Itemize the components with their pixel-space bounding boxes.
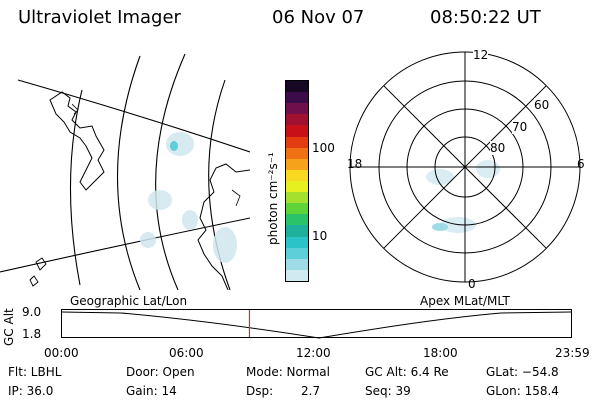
- colorbar-tick-100: 100: [312, 141, 335, 155]
- coastline-detail: [71, 103, 79, 115]
- coastline-detail: [231, 189, 241, 207]
- colorbar-band: [286, 181, 308, 193]
- info-dsp-value: 2.7: [301, 384, 321, 398]
- info-door: Door: Open: [126, 365, 195, 379]
- timeline-x-tick-3: 18:00: [423, 346, 458, 360]
- polar-axis-diagonal: [383, 85, 547, 249]
- colorbar-band: [286, 214, 308, 226]
- timeline-y-min: 1.8: [22, 327, 42, 341]
- map-grid-arc: [155, 53, 186, 290]
- timeline-x-tick-0: 00:00: [44, 346, 79, 360]
- colorbar-band: [286, 236, 308, 248]
- timeline-x-tick-1: 06:00: [169, 346, 204, 360]
- map-grid-arc: [116, 55, 141, 290]
- date-label: 06 Nov 07: [272, 7, 365, 28]
- timeline-title-right: Apex MLat/MLT: [420, 294, 510, 308]
- colorbar-band: [286, 81, 308, 93]
- polar-lat-70: 70: [512, 120, 528, 134]
- colorbar-band: [286, 169, 308, 182]
- polar-label-top: 12: [473, 48, 489, 62]
- colorbar-band: [286, 147, 308, 159]
- colorbar-band: [286, 225, 308, 237]
- polar-lat-80: 80: [490, 141, 506, 155]
- island: [29, 275, 39, 287]
- altitude-curve: [61, 311, 572, 339]
- timeline-y-max: 9.0: [22, 305, 42, 319]
- colorbar-band: [286, 192, 308, 204]
- map-boundary-bottom: [0, 217, 250, 273]
- colorbar-band: [286, 92, 308, 104]
- info-glon: GLon: 158.4: [486, 384, 559, 398]
- app-title: Ultraviolet Imager: [18, 7, 181, 28]
- colorbar-gradient: [286, 81, 308, 281]
- timeline-plot: [61, 309, 572, 339]
- colorbar-tick-10: 10: [312, 229, 328, 243]
- info-dsp-label: Dsp:: [246, 384, 274, 398]
- info-gc-alt: GC Alt: 6.4 Re: [365, 365, 449, 379]
- geographic-map: [0, 53, 250, 290]
- colorbar-band: [286, 114, 308, 126]
- colorbar-band: [286, 136, 308, 148]
- info-filter: Flt: LBHL: [8, 365, 62, 379]
- timeline-title-left: Geographic Lat/Lon: [70, 294, 188, 308]
- colorbar-unit-label: photon cm⁻²s⁻¹: [266, 152, 280, 245]
- colorbar-band: [286, 125, 308, 137]
- info-mode: Mode: Normal: [246, 365, 330, 379]
- polar-lat-60: 60: [534, 98, 550, 112]
- info-ip: IP: 36.0: [8, 384, 54, 398]
- colorbar-band: [286, 247, 308, 259]
- coastline-east: [197, 163, 250, 290]
- colorbar-band: [286, 158, 308, 170]
- timeline-x-tick-2: 12:00: [296, 346, 331, 360]
- coastline-landmass: [49, 91, 105, 191]
- timeline-axis-label: GC Alt: [2, 308, 16, 346]
- colorbar-band: [286, 269, 308, 281]
- colorbar: [285, 80, 309, 282]
- island: [35, 257, 47, 271]
- polar-label-right: 6: [577, 157, 585, 171]
- colorbar-band: [286, 203, 308, 215]
- time-label: 08:50:22 UT: [430, 7, 541, 28]
- colorbar-band: [286, 103, 308, 115]
- info-glat: GLat: −54.8: [486, 365, 559, 379]
- info-gain: Gain: 14: [126, 384, 177, 398]
- map-grid-arc: [69, 89, 83, 286]
- colorbar-band: [286, 258, 308, 270]
- map-boundary-top: [17, 79, 250, 153]
- polar-plot: [349, 51, 581, 283]
- info-seq: Seq: 39: [365, 384, 411, 398]
- map-grid-arc: [208, 79, 231, 290]
- timeline-x-tick-4: 23:59: [555, 346, 590, 360]
- polar-label-left: 18: [347, 157, 363, 171]
- polar-label-bottom: 0: [468, 277, 476, 291]
